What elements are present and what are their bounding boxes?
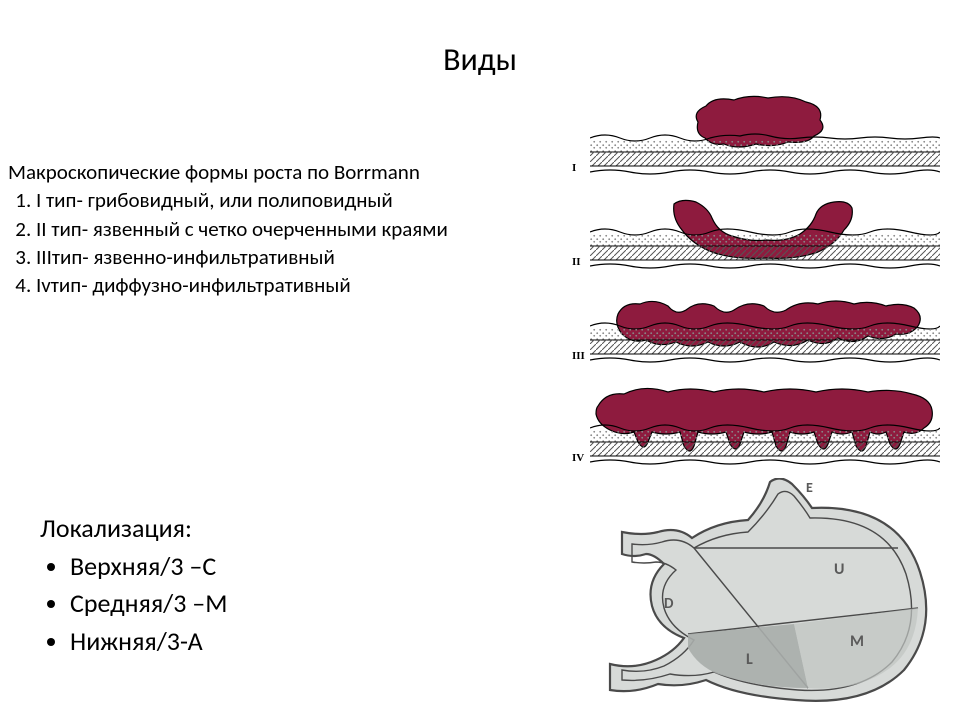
type-row-1: I bbox=[580, 96, 940, 184]
stomach-label-d: D bbox=[664, 595, 674, 613]
type-row-3: III bbox=[580, 284, 940, 372]
forms-item: I тип- грибовидный, или полиповидный bbox=[36, 186, 448, 214]
type-roman-2: II bbox=[572, 256, 581, 268]
tissue-layers-3 bbox=[590, 320, 940, 366]
type-row-4: IV bbox=[580, 378, 940, 474]
forms-list: I тип- грибовидный, или полиповидный II … bbox=[8, 186, 448, 299]
forms-item: IIIтип- язвенно-инфильтративный bbox=[36, 243, 448, 271]
localization-list: Верхняя/3 –С Средняя/3 –М Нижняя/3-А bbox=[40, 548, 227, 661]
tissue-layers-2 bbox=[590, 226, 940, 272]
forms-block: Макроскопические формы роста по Borrmann… bbox=[8, 158, 448, 300]
localization-heading: Локализация: bbox=[40, 510, 227, 548]
forms-heading: Макроскопические формы роста по Borrmann bbox=[8, 158, 448, 186]
localization-item: Нижняя/3-А bbox=[70, 623, 227, 661]
forms-item: Ivтип- диффузно-инфильтративный bbox=[36, 271, 448, 299]
stomach-label-e: E bbox=[806, 479, 813, 496]
type-roman-4: IV bbox=[572, 452, 584, 464]
localization-item: Верхняя/3 –С bbox=[70, 548, 227, 586]
page-title: Виды bbox=[0, 40, 960, 79]
tissue-layers-1 bbox=[590, 132, 940, 178]
stomach-label-m: M bbox=[850, 632, 864, 651]
type-diagrams: I bbox=[580, 96, 940, 480]
stomach-diagram: E U M L D bbox=[598, 478, 940, 710]
localization-item: Средняя/3 –М bbox=[70, 585, 227, 623]
localization-block: Локализация: Верхняя/3 –С Средняя/3 –М Н… bbox=[40, 510, 227, 661]
stomach-label-l: L bbox=[746, 650, 753, 669]
type-roman-3: III bbox=[572, 350, 585, 362]
forms-item: II тип- язвенный с четко очерченными кра… bbox=[36, 215, 448, 243]
type-roman-1: I bbox=[572, 162, 576, 174]
tissue-layers-4 bbox=[590, 422, 940, 468]
type-row-2: II bbox=[580, 190, 940, 278]
stomach-label-u: U bbox=[834, 560, 844, 579]
